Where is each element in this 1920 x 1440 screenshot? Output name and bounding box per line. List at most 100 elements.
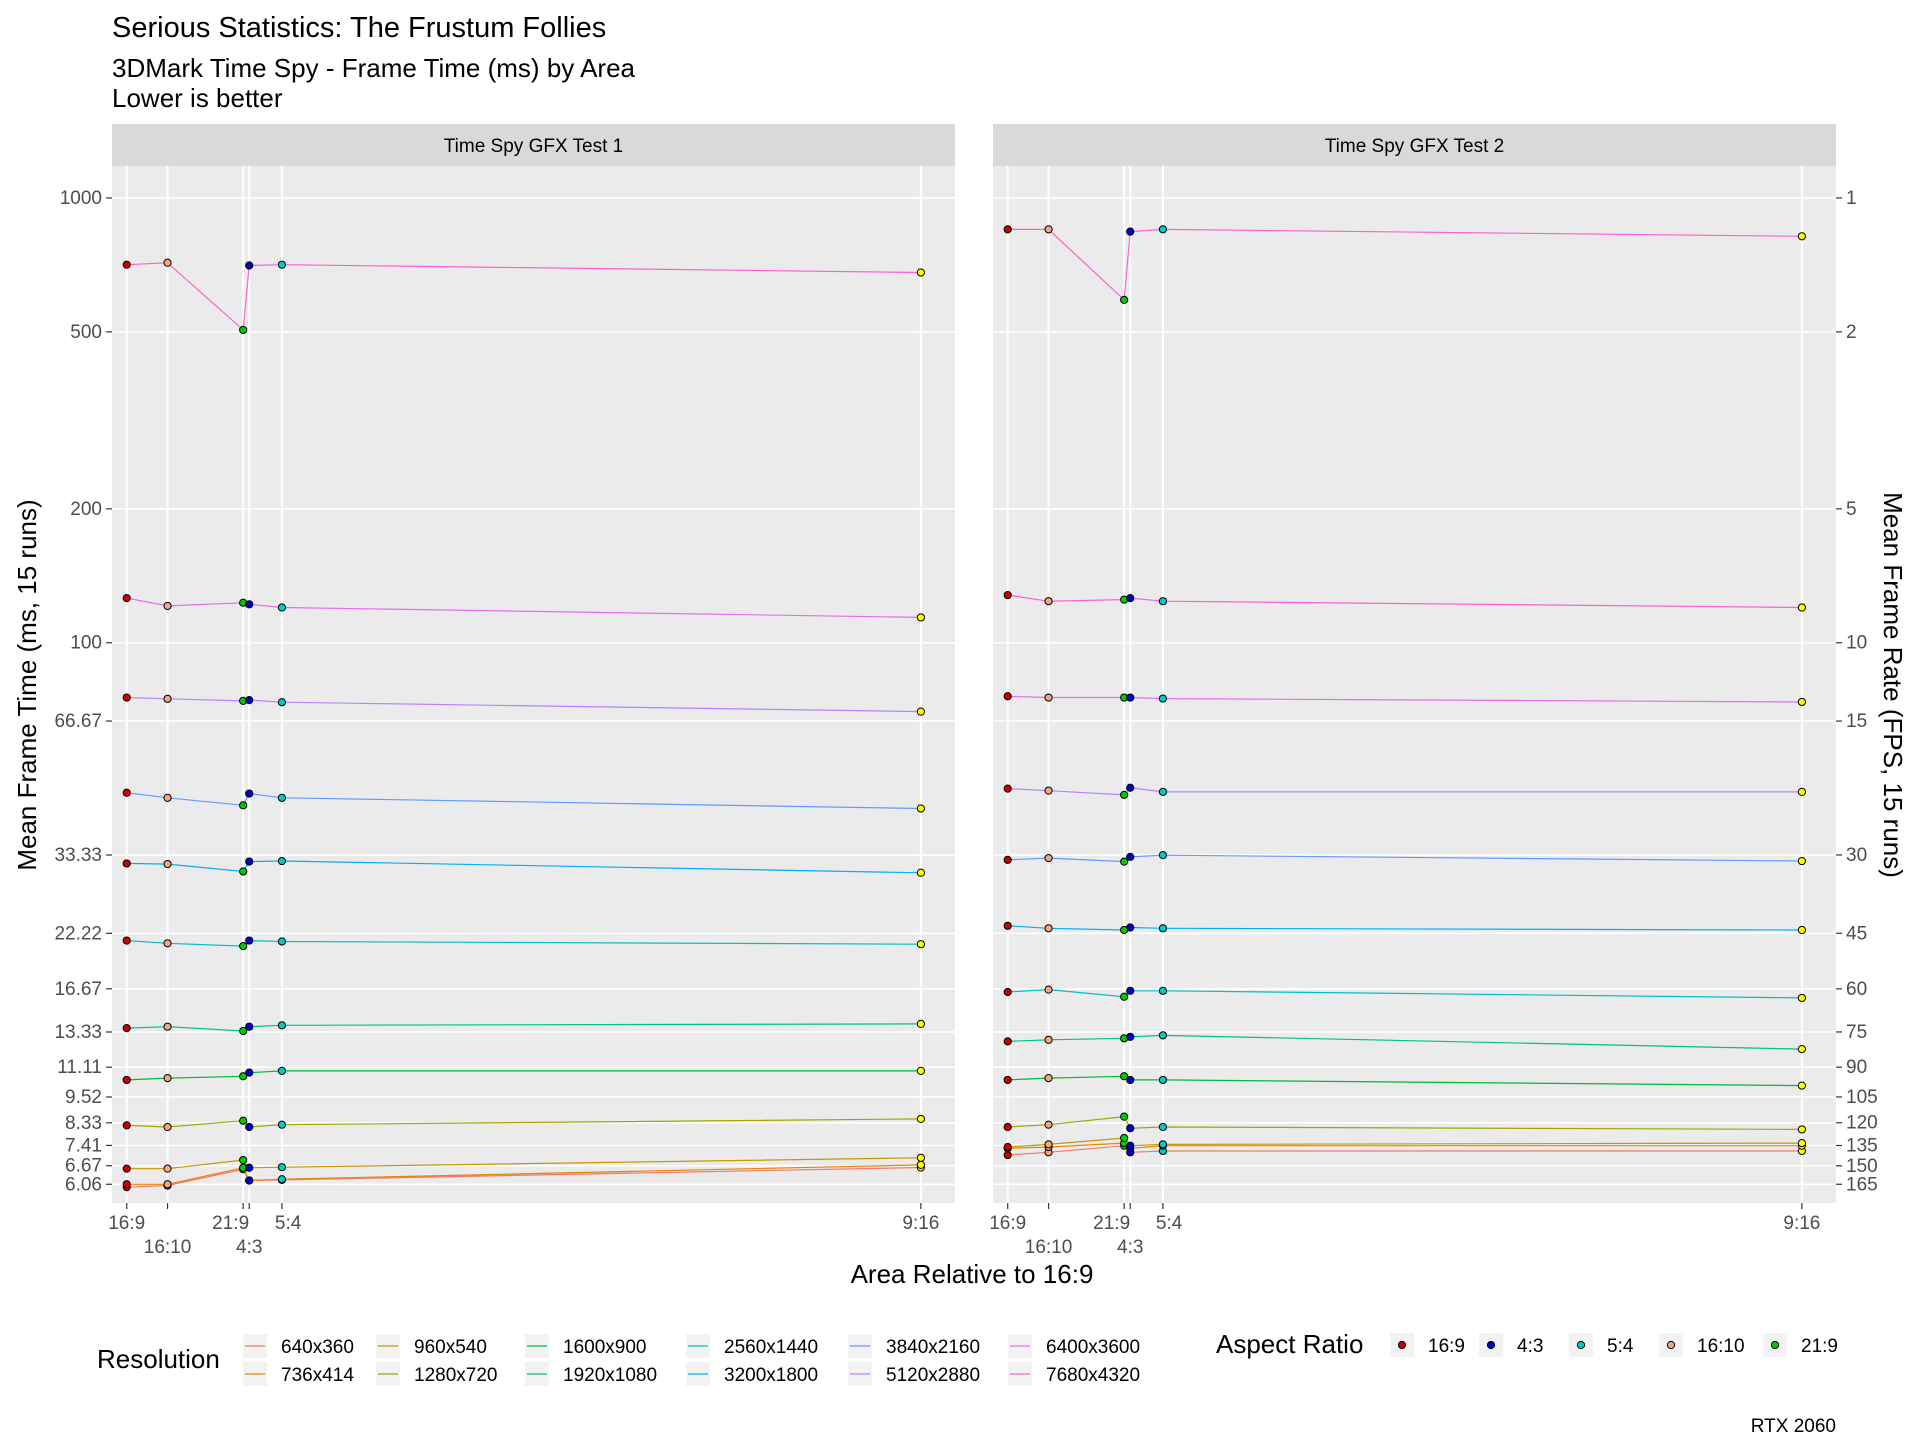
data-point <box>1126 986 1135 995</box>
fps-tick-label: 60 <box>1846 979 1867 1000</box>
data-point <box>916 707 925 716</box>
data-point <box>1120 857 1129 866</box>
fps-tick-label: 15 <box>1846 711 1867 732</box>
data-point <box>239 1116 248 1125</box>
data-point <box>277 856 287 866</box>
series-5120x2880 <box>1003 783 1806 799</box>
data-point <box>277 260 287 269</box>
x-tick-label: 5:4 <box>275 1213 302 1234</box>
aspect-legend-item: 16:9 <box>1390 1333 1465 1357</box>
data-point <box>1044 597 1053 606</box>
y-tick-label: 6.67 <box>65 1156 102 1177</box>
series-3200x1800 <box>1003 921 1806 935</box>
data-point <box>1158 1075 1168 1085</box>
legend-label: 3840x2160 <box>886 1337 980 1358</box>
data-point <box>1158 851 1168 860</box>
data-point <box>163 601 172 611</box>
series-1600x900 <box>122 1066 925 1085</box>
series-5120x2880 <box>122 693 925 716</box>
chart-title: Serious Statistics: The Frustum Follies <box>112 12 606 44</box>
x-tick-label: 21:9 <box>212 1213 249 1234</box>
facet-panel-1: Time Spy GFX Test 1 1000 500 200 100 66.67 33.… <box>54 124 955 1258</box>
x-axis-title: Area Relative to 16:9 <box>851 1259 1094 1289</box>
panel-background <box>112 166 955 1203</box>
series-1280x720 <box>1003 1112 1806 1134</box>
data-point <box>1797 993 1806 1003</box>
series-960x540 <box>1003 1133 1806 1152</box>
series-3200x1800 <box>122 856 925 877</box>
data-point <box>1797 603 1806 612</box>
resolution-legend-item: 6400x3600 <box>1008 1334 1140 1358</box>
x-tick-label: 4:3 <box>1117 1237 1143 1258</box>
data-point <box>916 1114 925 1124</box>
data-point <box>1003 784 1012 793</box>
series-1280x720 <box>122 1114 925 1132</box>
data-point <box>277 793 287 802</box>
data-point <box>916 268 925 277</box>
legend-label: 7680x4320 <box>1046 1365 1140 1386</box>
series-3840x2160 <box>122 788 925 813</box>
legend-point <box>1576 1340 1586 1350</box>
data-point <box>1120 992 1129 1001</box>
y-tick-label: 9.52 <box>65 1087 102 1108</box>
y-tick-label: 8.33 <box>65 1113 102 1134</box>
series-line <box>126 860 921 874</box>
data-point <box>245 789 254 798</box>
fps-tick-label: 10 <box>1846 633 1867 654</box>
fps-tick-label: 135 <box>1846 1135 1878 1156</box>
data-point <box>277 1175 287 1184</box>
data-point <box>1044 786 1053 795</box>
data-point <box>122 1164 131 1173</box>
resolution-legend-item: 736x414 <box>243 1362 354 1386</box>
data-point <box>1044 985 1053 994</box>
legend-point <box>1666 1340 1676 1350</box>
series-line <box>126 262 921 332</box>
series-2560x1440 <box>1003 985 1806 1003</box>
series-1600x900 <box>1003 1072 1806 1090</box>
data-point <box>122 594 131 603</box>
series-line <box>1007 1137 1802 1148</box>
data-point <box>1120 295 1129 304</box>
resolution-legend-item: 5120x2880 <box>848 1362 980 1386</box>
data-point <box>245 857 254 866</box>
data-point <box>1126 594 1135 603</box>
chart-subtitle-line1: 3DMark Time Spy - Frame Time (ms) by Are… <box>112 53 636 83</box>
series-7680x4320 <box>1003 590 1806 612</box>
fps-tick-label: 150 <box>1846 1156 1878 1177</box>
data-point <box>1044 1035 1053 1044</box>
series-3840x2160 <box>1003 851 1806 866</box>
series-line <box>1007 988 1802 999</box>
data-point <box>1003 1122 1012 1132</box>
data-point <box>277 603 287 612</box>
legend-point <box>1486 1340 1496 1350</box>
legend-point <box>1770 1340 1780 1350</box>
data-point <box>1797 232 1806 241</box>
series-line <box>1007 228 1802 302</box>
data-point <box>239 867 248 876</box>
data-point <box>277 1163 287 1172</box>
data-point <box>1158 225 1168 234</box>
fps-tick-label: 2 <box>1846 322 1857 343</box>
aspect-legend-item: 16:10 <box>1659 1333 1745 1357</box>
fps-tick-label: 90 <box>1846 1057 1867 1078</box>
y-axis-title-right: Mean Frame Rate (FPS, 15 runs) <box>1878 492 1908 878</box>
aspect-legend-title: Aspect Ratio <box>1216 1329 1363 1359</box>
series-1920x1080 <box>1003 1031 1806 1054</box>
fps-tick-label: 45 <box>1846 923 1867 944</box>
data-point <box>163 1164 172 1173</box>
facet-strip <box>112 124 955 166</box>
x-tick-label: 4:3 <box>236 1237 262 1258</box>
data-point <box>1003 1150 1012 1160</box>
fps-tick-label: 120 <box>1846 1113 1878 1134</box>
data-point <box>1158 924 1168 933</box>
data-point <box>245 1176 254 1185</box>
data-point <box>122 1121 131 1130</box>
series-line <box>126 1118 921 1128</box>
data-point <box>1797 1045 1806 1054</box>
resolution-legend-item: 1600x900 <box>525 1334 646 1358</box>
data-point <box>163 258 172 267</box>
data-point <box>916 1160 925 1169</box>
series-1920x1080 <box>122 1019 925 1036</box>
data-point <box>1126 783 1135 792</box>
